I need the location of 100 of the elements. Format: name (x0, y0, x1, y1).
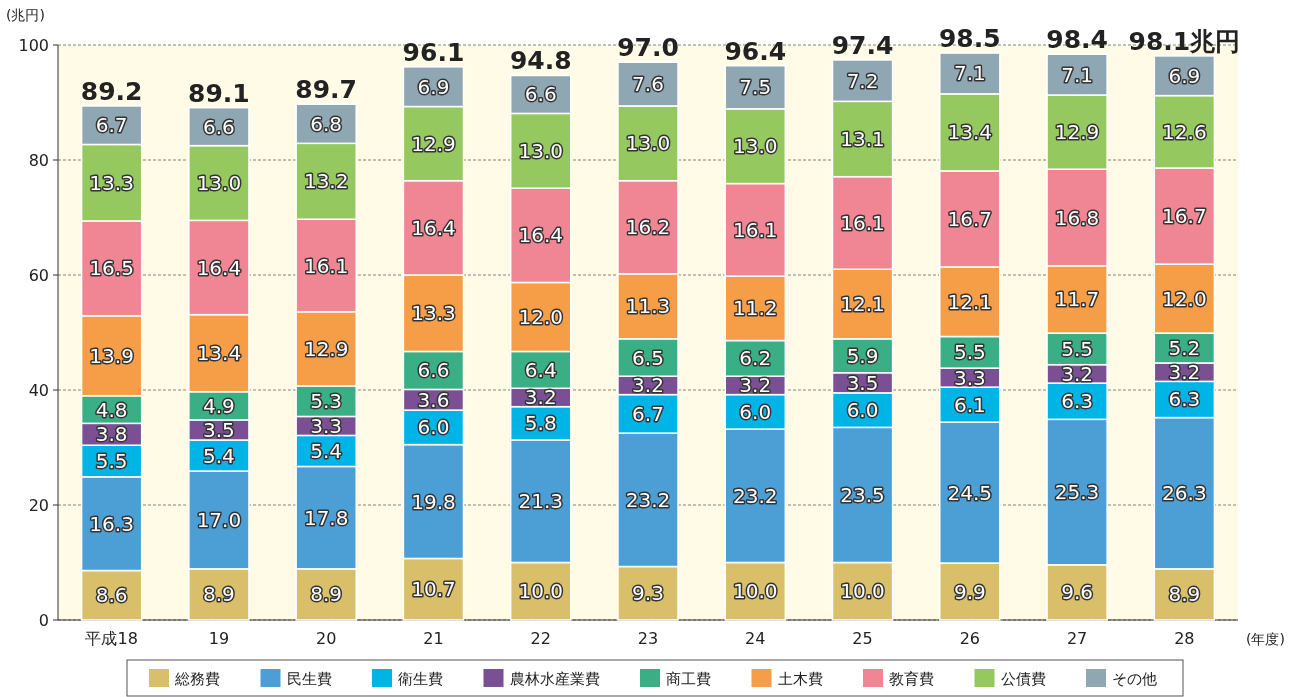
data-label: 4.8 (95, 397, 128, 422)
x-tick-label: 28 (1174, 629, 1195, 648)
x-tick-label: 24 (745, 629, 766, 648)
data-label: 12.1 (947, 289, 993, 314)
legend-label: 土木費 (777, 670, 823, 688)
data-label: 16.4 (518, 223, 563, 248)
data-label: 11.2 (733, 296, 778, 321)
data-label: 5.3 (310, 389, 343, 414)
data-label: 13.0 (733, 134, 778, 159)
x-tick-label: 26 (959, 629, 980, 648)
data-label: 9.3 (632, 581, 664, 606)
data-label: 19.8 (411, 489, 456, 514)
data-label: 6.9 (1168, 63, 1201, 88)
data-label: 17.8 (303, 505, 349, 530)
data-label: 5.5 (953, 340, 986, 365)
y-tick-label: 60 (28, 266, 49, 285)
data-label: 12.9 (1054, 120, 1100, 145)
data-label: 3.2 (632, 373, 664, 398)
data-label: 5.4 (310, 438, 343, 463)
data-label: 16.8 (1054, 205, 1100, 230)
total-label: 89.2 (80, 76, 143, 106)
data-label: 13.9 (89, 343, 134, 368)
data-label: 6.6 (203, 114, 235, 139)
data-label: 5.5 (1061, 336, 1093, 361)
data-label: 3.5 (203, 417, 235, 442)
data-label: 16.3 (89, 511, 134, 536)
x-tick-label: 19 (208, 629, 230, 648)
data-label: 6.7 (95, 113, 128, 138)
legend-label: その他 (1112, 670, 1157, 688)
data-label: 10.0 (518, 579, 563, 604)
data-label: 21.3 (518, 489, 563, 514)
legend-label: 衛生費 (398, 670, 443, 688)
legend-label: 商工費 (666, 670, 711, 688)
legend-label: 民生費 (286, 670, 332, 688)
data-label: 17.0 (196, 507, 242, 532)
data-label: 3.3 (310, 413, 343, 438)
data-label: 6.1 (953, 392, 986, 417)
data-label: 9.9 (953, 579, 986, 604)
x-tick-label: 25 (852, 629, 873, 648)
data-label: 16.4 (196, 255, 242, 280)
data-label: 3.3 (953, 365, 986, 390)
total-label: 97.4 (831, 30, 894, 60)
y-axis-title: (兆円) (6, 7, 45, 23)
data-label: 12.0 (518, 304, 563, 329)
y-tick-label: 100 (18, 36, 49, 55)
data-label: 16.2 (625, 215, 671, 240)
x-tick-label: 20 (316, 629, 337, 648)
data-label: 6.3 (1061, 389, 1093, 414)
data-label: 6.5 (632, 345, 664, 370)
y-tick-label: 80 (28, 151, 49, 170)
data-label: 5.8 (524, 411, 557, 436)
data-label: 16.7 (1162, 204, 1207, 229)
data-label: 16.5 (89, 256, 134, 281)
data-label: 7.6 (632, 72, 664, 97)
data-label: 10.7 (411, 577, 456, 602)
data-label: 16.1 (840, 210, 885, 235)
x-tick-label: 平成18 (85, 629, 138, 648)
data-label: 6.0 (739, 399, 772, 424)
total-label: 89.7 (295, 75, 358, 105)
data-label: 16.1 (303, 253, 349, 278)
y-tick-label: 0 (38, 611, 49, 630)
total-label: 94.8 (509, 46, 572, 76)
total-label: 96.1 (402, 37, 465, 67)
x-tick-label: 27 (1066, 629, 1088, 648)
total-label: 97.0 (617, 33, 679, 63)
data-label: 13.4 (196, 341, 242, 366)
data-label: 11.3 (625, 294, 671, 319)
data-label: 13.0 (196, 171, 242, 195)
data-label: 8.9 (203, 582, 235, 607)
data-label: 12.9 (411, 131, 456, 156)
data-label: 3.8 (95, 422, 128, 447)
data-label: 8.9 (310, 582, 343, 607)
data-label: 24.5 (947, 480, 993, 505)
data-label: 3.2 (524, 385, 557, 410)
data-label: 13.4 (947, 120, 993, 145)
data-label: 6.2 (739, 346, 772, 371)
data-label: 13.0 (518, 138, 563, 163)
data-label: 6.4 (524, 357, 557, 382)
data-label: 16.1 (733, 217, 778, 242)
data-label: 5.9 (846, 343, 879, 368)
data-label: 3.6 (417, 387, 450, 412)
data-label: 7.1 (953, 61, 986, 86)
data-label: 3.5 (846, 370, 879, 395)
total-label: 98.4 (1046, 25, 1108, 55)
data-label: 10.0 (840, 579, 885, 604)
data-label: 23.2 (625, 487, 671, 512)
legend-label: 公債費 (1000, 670, 1046, 688)
data-label: 6.0 (846, 398, 879, 423)
data-label: 3.2 (739, 373, 772, 398)
data-label: 13.3 (89, 170, 134, 195)
data-label: 13.0 (625, 131, 671, 156)
data-label: 6.3 (1168, 387, 1201, 412)
total-label: 96.4 (724, 36, 787, 66)
data-label: 6.9 (417, 74, 450, 99)
data-label: 7.5 (739, 75, 772, 100)
legend-label: 教育費 (889, 670, 934, 688)
data-label: 25.3 (1054, 480, 1100, 505)
data-label: 7.2 (846, 68, 879, 93)
total-label: 89.1 (188, 78, 250, 108)
data-label: 16.7 (947, 206, 993, 231)
